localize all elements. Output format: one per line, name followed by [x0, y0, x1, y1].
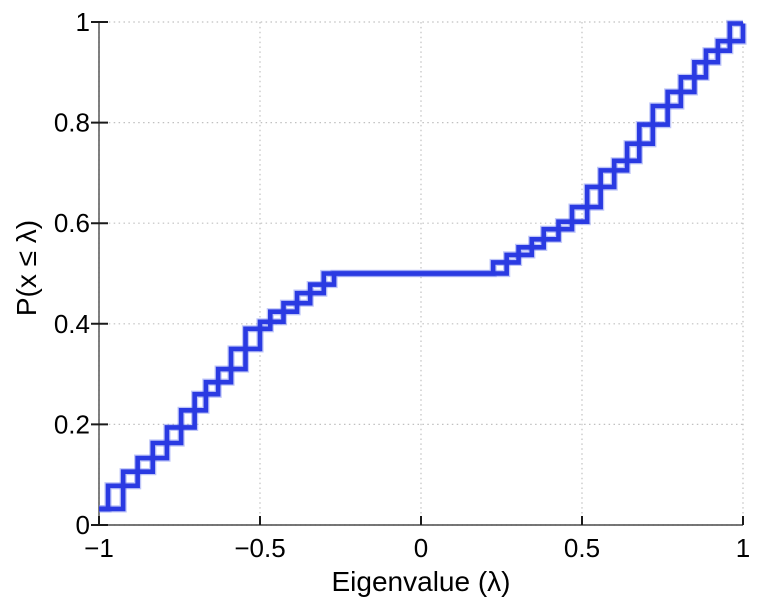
- y-tick-label: 0.6: [54, 208, 90, 238]
- cdf-stairs-line: [99, 23, 746, 512]
- y-tick-label: 0: [76, 510, 90, 540]
- x-tick-label: −0.5: [234, 533, 285, 563]
- cdf-stairs-line: [99, 21, 743, 512]
- x-tick-label: 0: [414, 533, 428, 563]
- y-tick-label: 1: [76, 7, 90, 37]
- x-tick-label: 1: [736, 533, 750, 563]
- x-axis-label: Eigenvalue (λ): [331, 566, 511, 597]
- y-tick-label: 0.4: [54, 309, 90, 339]
- y-axis-label: P(x ≤ λ): [11, 219, 42, 317]
- x-tick-label: 0.5: [564, 533, 600, 563]
- y-tick-label: 0.8: [54, 108, 90, 138]
- y-tick-label: 0.2: [54, 409, 90, 439]
- x-tick-label: −1: [84, 533, 114, 563]
